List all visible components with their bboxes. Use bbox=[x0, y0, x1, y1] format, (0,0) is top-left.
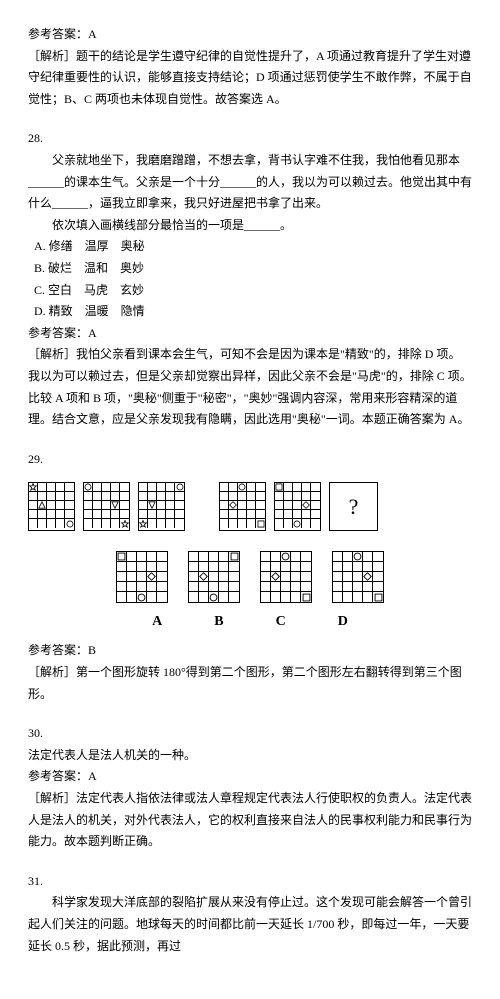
answer-value: B bbox=[88, 643, 96, 657]
star-icon bbox=[121, 520, 129, 528]
puzzle-grid bbox=[219, 482, 266, 531]
answer-value: A bbox=[88, 326, 97, 340]
triangle-down-icon bbox=[148, 501, 156, 509]
analysis: ［解析］法定代表人指依法律或法人章程规定代表法人行使职权的负责人。法定代表人是法… bbox=[28, 788, 472, 853]
letter-a: A bbox=[152, 609, 162, 634]
q-num: 30. bbox=[28, 723, 472, 745]
answer-line: 参考答案：A bbox=[28, 24, 472, 46]
q-num: 29. bbox=[28, 449, 472, 471]
answer-value: A bbox=[88, 27, 97, 41]
answer-label: 参考答案： bbox=[28, 326, 88, 340]
q31-stem: 科学家发现大洋底部的裂陷扩展从来没有停止过。这个发现可能会解答一个曾引起人们关注… bbox=[28, 892, 472, 957]
q27-block: 参考答案：A ［解析］题干的结论是学生遵守纪律的自觉性提升了，A 项通过教育提升… bbox=[28, 24, 472, 110]
circle-icon bbox=[353, 552, 362, 561]
q28-block: 28. 父亲就地坐下，我磨磨蹭蹭，不想去拿，背书认字难不住我，我怕他看见那本__… bbox=[28, 128, 472, 430]
diamond-icon bbox=[147, 572, 156, 581]
q28-para2: 依次填入画横线部分最恰当的一项是______。 bbox=[28, 215, 472, 237]
opt-d: D. 精致 温暖 隐情 bbox=[34, 301, 472, 323]
circle-icon bbox=[238, 483, 246, 491]
circle-icon bbox=[137, 593, 146, 602]
puzzle-grid bbox=[260, 551, 312, 603]
square-icon bbox=[374, 593, 383, 602]
square-icon bbox=[275, 483, 283, 491]
puzzle-grid bbox=[188, 551, 240, 603]
opt-a: A. 修缮 温厚 奥秘 bbox=[34, 236, 472, 258]
analysis: ［解析］我怕父亲看到课本会生气，可知不会是因为课本是"精致"的，排除 D 项。我… bbox=[28, 344, 472, 430]
answer-label: 参考答案： bbox=[28, 27, 88, 41]
q-num: 28. bbox=[28, 128, 472, 150]
diamond-icon bbox=[302, 501, 310, 509]
star-icon bbox=[29, 483, 37, 491]
answer-value: A bbox=[88, 769, 97, 783]
triangle-icon bbox=[38, 501, 46, 509]
opt-b: B. 破烂 温和 奥妙 bbox=[34, 258, 472, 280]
square-icon bbox=[230, 552, 239, 561]
circle-icon bbox=[281, 552, 290, 561]
puzzle-grid bbox=[116, 551, 168, 603]
circle-icon bbox=[66, 520, 74, 528]
letter-b: B bbox=[214, 609, 223, 634]
letter-c: C bbox=[276, 609, 286, 634]
diamond-icon bbox=[229, 501, 237, 509]
square-icon bbox=[302, 593, 311, 602]
answer-line: 参考答案：B bbox=[28, 640, 472, 662]
diamond-icon bbox=[363, 572, 372, 581]
puzzle-grid bbox=[274, 482, 321, 531]
diamond-icon bbox=[199, 572, 208, 581]
puzzle-grid bbox=[138, 482, 185, 531]
q30-stem: 法定代表人是法人机关的一种。 bbox=[28, 745, 472, 767]
square-icon bbox=[257, 520, 265, 528]
analysis: ［解析］第一个图形旋转 180°得到第二个图形，第二个图形左右翻转得到第三个图形… bbox=[28, 662, 472, 705]
star-icon bbox=[139, 520, 147, 528]
q30-block: 30. 法定代表人是法人机关的一种。 参考答案：A ［解析］法定代表人指依法律或… bbox=[28, 723, 472, 853]
circle-icon bbox=[176, 483, 184, 491]
opt-c: C. 空白 马虎 玄妙 bbox=[34, 280, 472, 302]
puzzle-grid bbox=[83, 482, 130, 531]
grid-row-1: ? bbox=[28, 482, 472, 531]
letter-d: D bbox=[338, 609, 348, 634]
question-mark-box: ? bbox=[329, 482, 378, 531]
q29-block: 29. ? A B C D 参考答案：B ［解析］第一个图形旋转 180°得到第… bbox=[28, 449, 472, 706]
analysis: ［解析］题干的结论是学生遵守纪律的自觉性提升了，A 项通过教育提升了学生对遵守纪… bbox=[28, 46, 472, 111]
answer-label: 参考答案： bbox=[28, 769, 88, 783]
puzzle-grid bbox=[28, 482, 75, 531]
triangle-down-icon bbox=[111, 501, 119, 509]
diamond-icon bbox=[271, 572, 280, 581]
circle-icon bbox=[84, 483, 92, 491]
puzzle-grid bbox=[332, 551, 384, 603]
circle-icon bbox=[293, 520, 301, 528]
square-icon bbox=[117, 552, 126, 561]
answer-line: 参考答案：A bbox=[28, 766, 472, 788]
q28-para1: 父亲就地坐下，我磨磨蹭蹭，不想去拿，背书认字难不住我，我怕他看见那本______… bbox=[28, 150, 472, 215]
grid-row-2 bbox=[28, 551, 472, 603]
letter-row: A B C D bbox=[28, 609, 472, 634]
q31-block: 31. 科学家发现大洋底部的裂陷扩展从来没有停止过。这个发现可能会解答一个曾引起… bbox=[28, 871, 472, 957]
answer-line: 参考答案：A bbox=[28, 323, 472, 345]
q-num: 31. bbox=[28, 871, 472, 893]
circle-icon bbox=[209, 593, 218, 602]
answer-label: 参考答案： bbox=[28, 643, 88, 657]
